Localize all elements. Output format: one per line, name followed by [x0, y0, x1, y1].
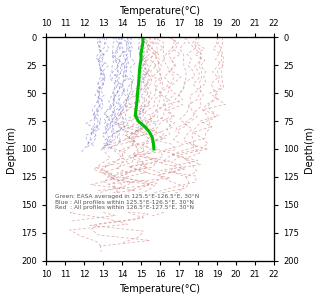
X-axis label: Temperature(°C): Temperature(°C)	[119, 6, 201, 16]
Text: Green: EASA averaged in 125.5°E-126.5°E, 30°N
Blue : All profiles within 125.5°E: Green: EASA averaged in 125.5°E-126.5°E,…	[55, 194, 199, 210]
X-axis label: Temperature(°C): Temperature(°C)	[119, 284, 201, 294]
Y-axis label: Depth(m): Depth(m)	[5, 125, 16, 172]
Y-axis label: Depth(m): Depth(m)	[304, 125, 315, 172]
